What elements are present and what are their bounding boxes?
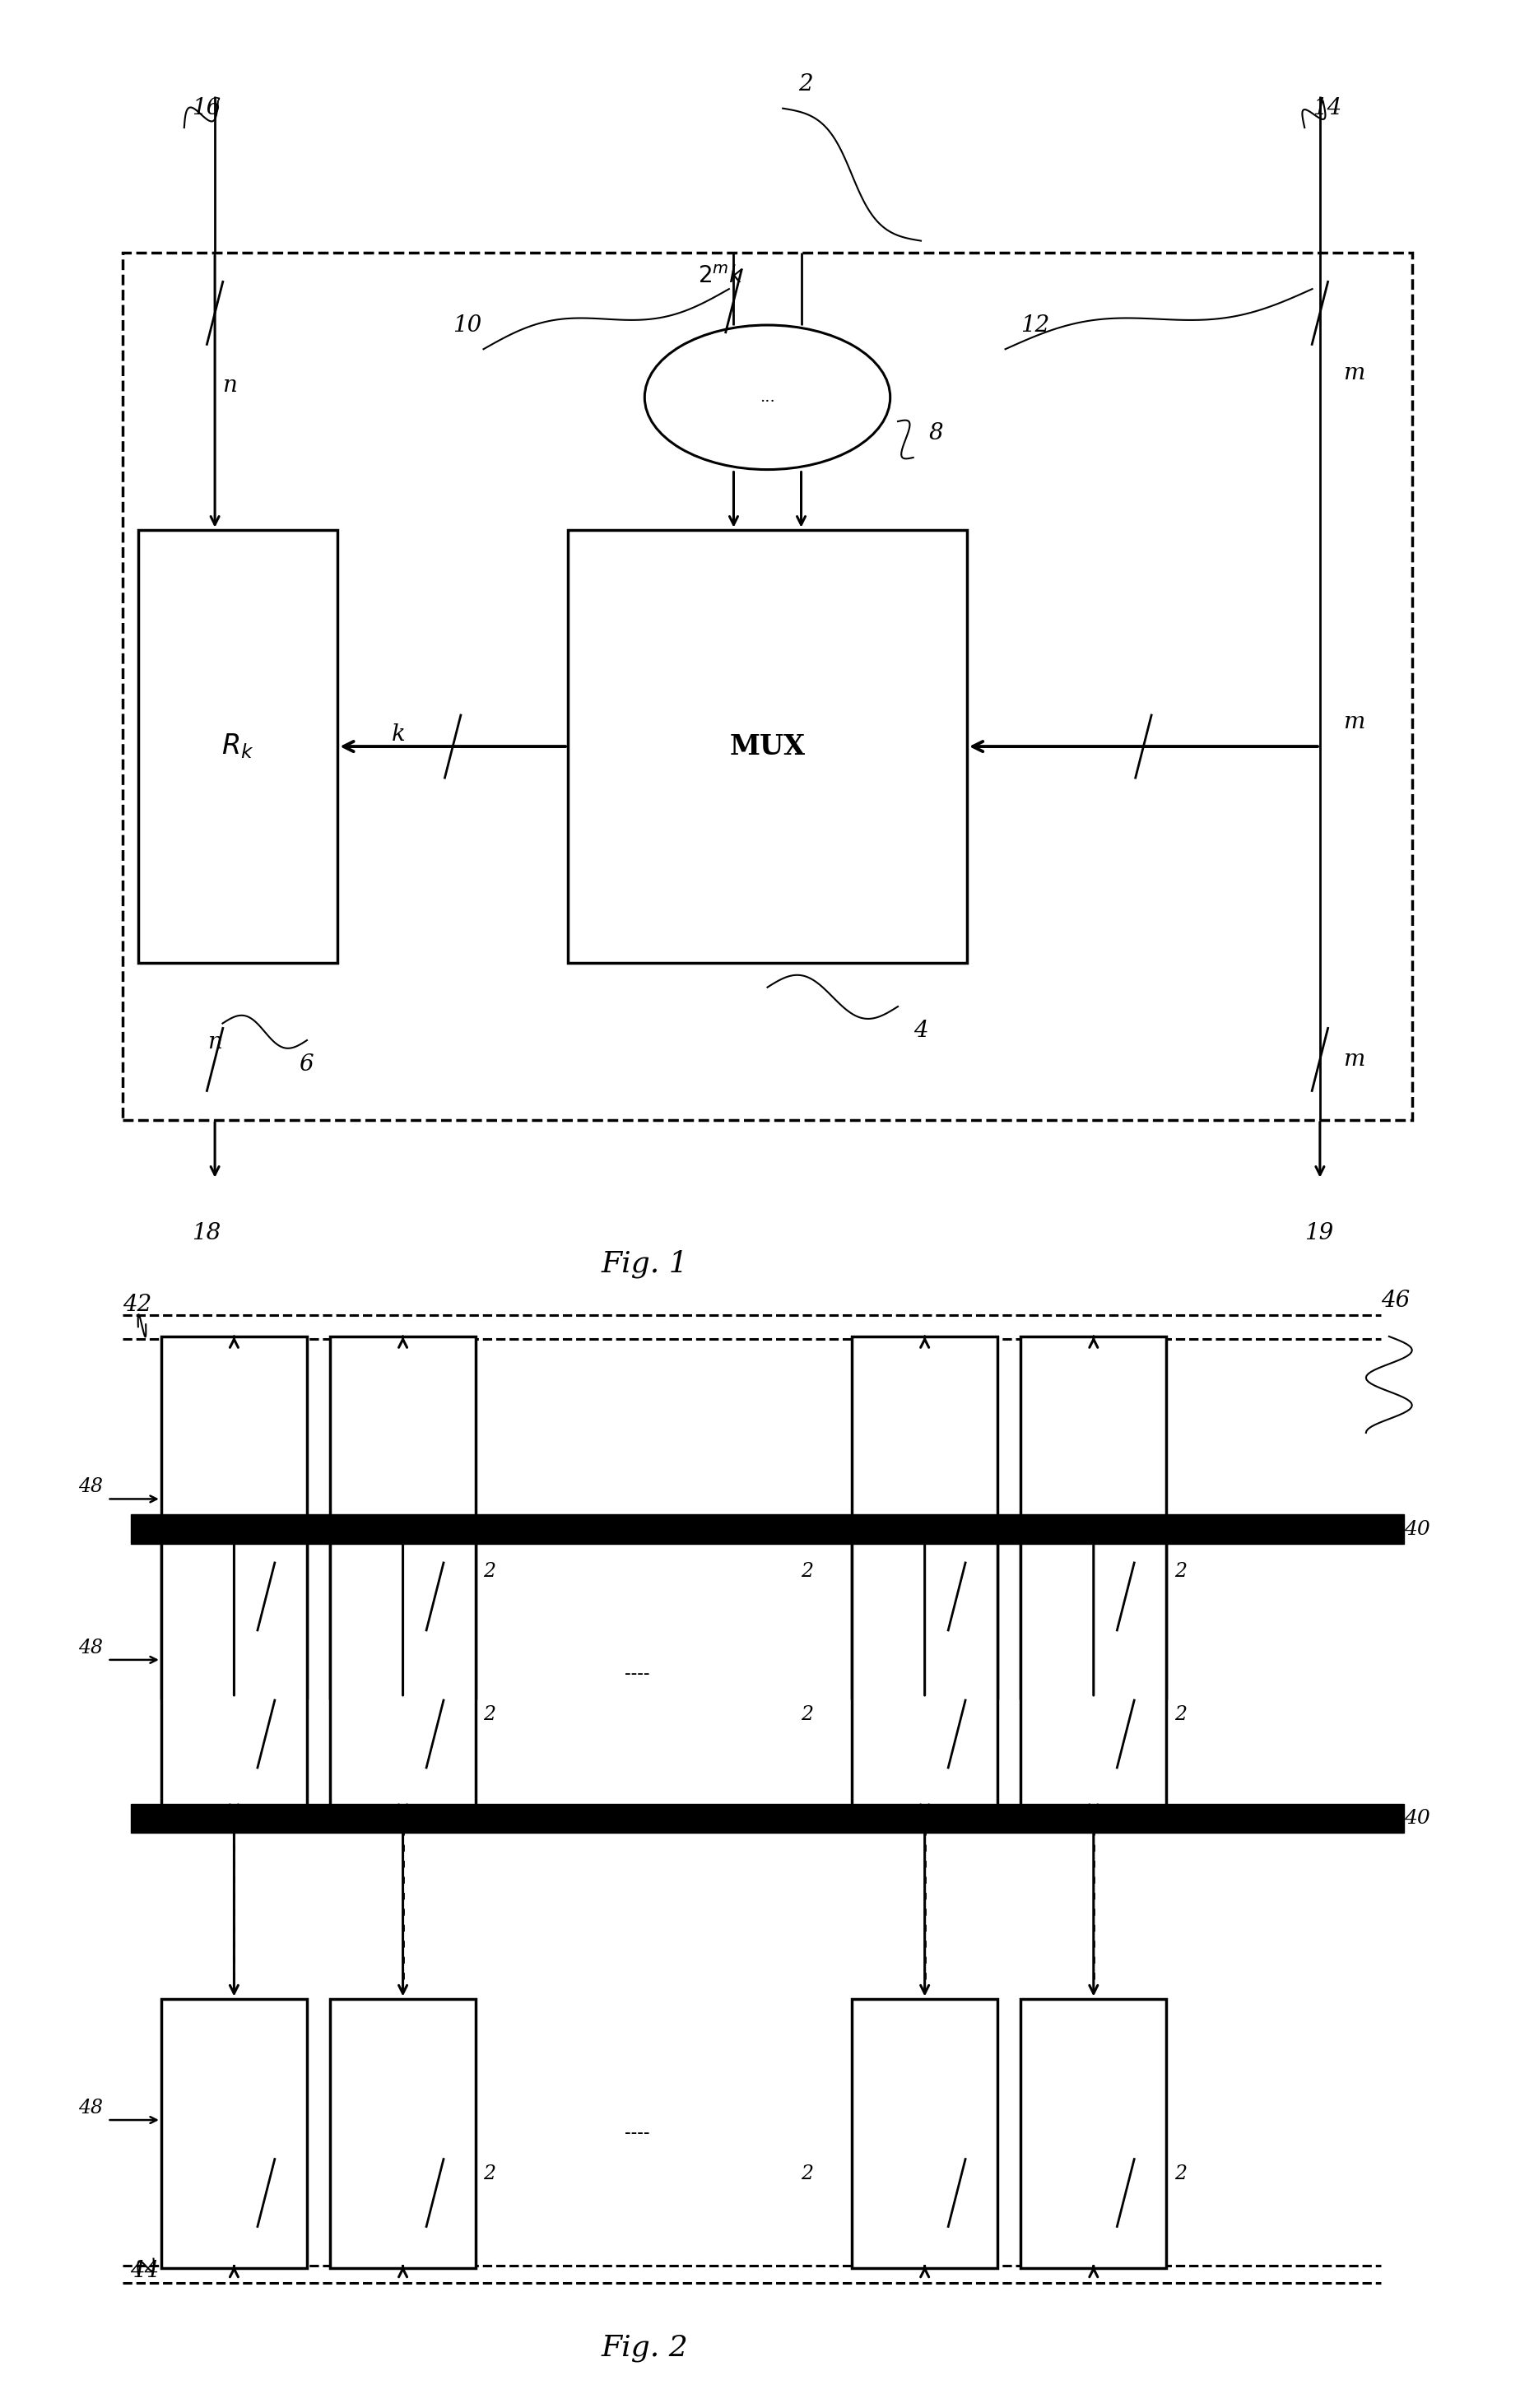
Bar xyxy=(161,1536,307,1811)
Text: MUX: MUX xyxy=(729,732,805,761)
Text: m: m xyxy=(1342,361,1364,385)
Text: 2: 2 xyxy=(483,1563,495,1580)
Text: n: n xyxy=(222,373,238,397)
Text: 48: 48 xyxy=(78,2097,103,2117)
Text: ----: ---- xyxy=(624,1664,649,1683)
Text: 48: 48 xyxy=(78,1479,103,1495)
Text: 4: 4 xyxy=(913,1019,927,1043)
Text: 2: 2 xyxy=(801,1705,813,1724)
Text: 18: 18 xyxy=(192,1221,221,1245)
Bar xyxy=(123,253,1411,1120)
Text: 42: 42 xyxy=(123,1293,152,1317)
Text: ...: ... xyxy=(759,390,775,405)
Text: 6: 6 xyxy=(299,1052,313,1076)
Text: 2: 2 xyxy=(483,2165,495,2184)
Text: 8: 8 xyxy=(928,421,942,445)
Bar xyxy=(1020,1536,1166,1811)
Bar xyxy=(1020,1999,1166,2268)
Bar xyxy=(161,1336,307,1698)
Text: 46: 46 xyxy=(1381,1288,1410,1312)
Text: 2: 2 xyxy=(483,1705,495,1724)
Text: m: m xyxy=(1342,710,1364,734)
Text: m: m xyxy=(1342,1047,1364,1072)
Text: 2: 2 xyxy=(1174,1563,1186,1580)
Text: 2: 2 xyxy=(1174,2165,1186,2184)
Bar xyxy=(138,530,337,963)
Text: 40: 40 xyxy=(1404,1808,1430,1828)
Text: 16: 16 xyxy=(192,96,221,120)
Bar xyxy=(568,530,966,963)
Text: Fig. 1: Fig. 1 xyxy=(601,1250,687,1279)
Bar xyxy=(851,1336,997,1698)
Text: 40: 40 xyxy=(1404,1519,1430,1539)
Bar xyxy=(130,1515,1404,1544)
Bar xyxy=(1020,1336,1166,1698)
Text: k: k xyxy=(391,722,405,746)
Text: 2: 2 xyxy=(801,1563,813,1580)
Bar xyxy=(330,1999,476,2268)
Text: ----: ---- xyxy=(624,2124,649,2143)
Text: 48: 48 xyxy=(78,1637,103,1657)
Text: 2: 2 xyxy=(1174,1705,1186,1724)
Bar xyxy=(851,1999,997,2268)
Text: 44: 44 xyxy=(130,2259,160,2283)
Text: 10: 10 xyxy=(453,313,482,337)
Text: $2^m k$: $2^m k$ xyxy=(698,265,744,289)
Text: Fig. 2: Fig. 2 xyxy=(601,2333,687,2362)
Ellipse shape xyxy=(644,325,890,470)
Text: 14: 14 xyxy=(1312,96,1341,120)
Text: ----: ---- xyxy=(624,1507,649,1527)
Bar xyxy=(330,1536,476,1811)
Text: 2: 2 xyxy=(801,2165,813,2184)
Text: 12: 12 xyxy=(1020,313,1049,337)
Text: 19: 19 xyxy=(1304,1221,1333,1245)
Bar xyxy=(130,1804,1404,1832)
Bar xyxy=(330,1336,476,1698)
Bar xyxy=(851,1536,997,1811)
Text: 2: 2 xyxy=(798,72,811,96)
Text: $R_k$: $R_k$ xyxy=(221,732,255,761)
Bar xyxy=(161,1999,307,2268)
Text: n: n xyxy=(207,1031,222,1055)
